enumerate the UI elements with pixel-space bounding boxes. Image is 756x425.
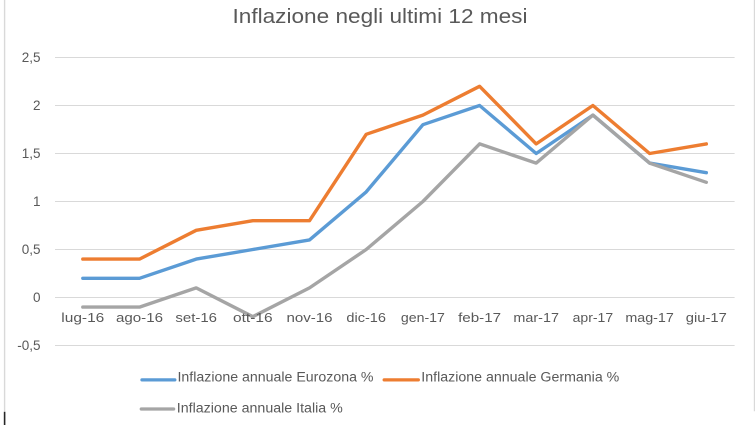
svg-text:Inflazione annuale Germania %: Inflazione annuale Germania % — [421, 369, 619, 384]
svg-text:ott-16: ott-16 — [233, 310, 273, 325]
svg-text:giu-17: giu-17 — [686, 310, 727, 325]
svg-text:0,5: 0,5 — [22, 242, 41, 257]
svg-text:2,5: 2,5 — [22, 50, 41, 65]
svg-text:nov-16: nov-16 — [287, 310, 333, 325]
svg-text:set-16: set-16 — [175, 310, 217, 325]
svg-text:feb-17: feb-17 — [458, 310, 501, 325]
svg-text:Inflazione annuale Eurozona %: Inflazione annuale Eurozona % — [178, 369, 374, 384]
svg-text:gen-17: gen-17 — [401, 310, 445, 325]
svg-text:-0,5: -0,5 — [17, 338, 40, 353]
svg-text:mar-17: mar-17 — [513, 310, 559, 325]
svg-text:2: 2 — [33, 98, 41, 113]
svg-text:apr-17: apr-17 — [573, 310, 614, 325]
svg-text:Inflazione annuale Italia %: Inflazione annuale Italia % — [177, 400, 343, 415]
svg-text:0: 0 — [33, 290, 41, 305]
svg-text:dic-16: dic-16 — [346, 310, 386, 325]
svg-text:mag-17: mag-17 — [625, 310, 674, 325]
svg-text:1: 1 — [33, 194, 41, 209]
svg-text:1,5: 1,5 — [22, 146, 41, 161]
svg-text:lug-16: lug-16 — [61, 310, 104, 325]
svg-text:ago-16: ago-16 — [116, 310, 163, 325]
svg-text:Inflazione negli ultimi 12 mes: Inflazione negli ultimi 12 mesi — [233, 6, 528, 28]
